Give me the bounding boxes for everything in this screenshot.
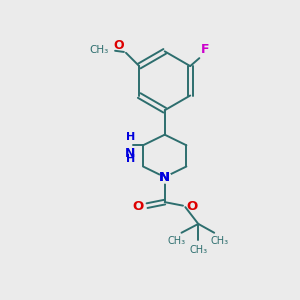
Text: H: H [126, 132, 135, 142]
Text: CH₃: CH₃ [189, 244, 207, 254]
Text: CH₃: CH₃ [210, 236, 229, 246]
Text: F: F [201, 44, 210, 56]
Text: O: O [113, 39, 124, 52]
Text: O: O [133, 200, 144, 213]
Text: N: N [125, 147, 136, 160]
Text: N: N [159, 171, 170, 184]
Text: O: O [186, 200, 197, 213]
Text: N: N [159, 171, 170, 184]
Text: CH₃: CH₃ [89, 45, 109, 55]
Text: H: H [126, 154, 135, 164]
Text: CH₃: CH₃ [167, 236, 185, 246]
